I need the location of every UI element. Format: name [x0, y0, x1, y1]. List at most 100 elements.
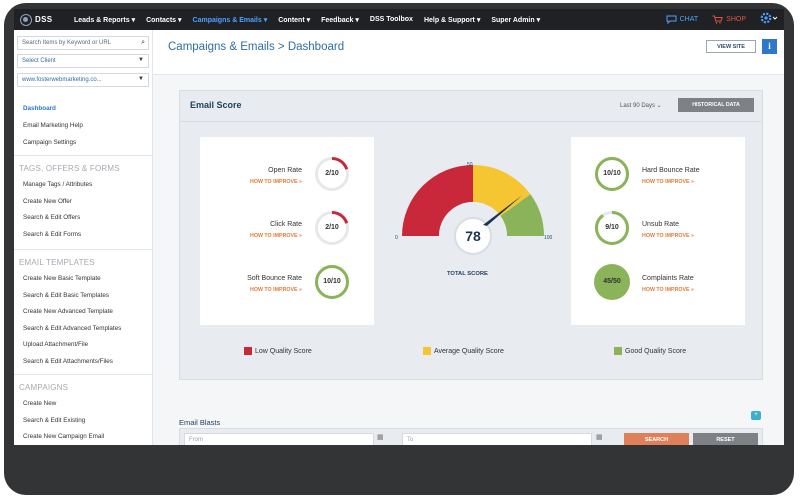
site-select[interactable]: www.fosterwebmarketing.co... ▼	[17, 73, 149, 87]
navbar-right: CHAT SHOP	[666, 9, 778, 30]
sidebar-link[interactable]: Create New Advanced Template	[23, 308, 113, 315]
nav-item[interactable]: Campaigns & Emails ▾	[192, 16, 268, 24]
score-ring-graphic	[595, 157, 629, 191]
sidebar-link[interactable]: Manage Tags / Attributes	[23, 181, 93, 188]
sidebar: Search Items by Keyword or URL ⌕ Select …	[14, 30, 153, 445]
metric-label: Open Rate	[268, 167, 302, 174]
message-icon[interactable]: +	[751, 411, 761, 420]
email-blasts-title: Email Blasts	[179, 418, 221, 427]
main-content: Campaigns & Emails > Dashboard VIEW SITE…	[153, 30, 784, 445]
score-ring-graphic	[594, 264, 630, 300]
score-value: 2/10	[325, 224, 339, 231]
score-value: 9/10	[605, 224, 619, 231]
date-range-select[interactable]: Last 90 Days ⌄	[620, 103, 662, 109]
sidebar-link[interactable]: Create New Offer	[23, 197, 72, 205]
dss-logo[interactable]: DSS	[20, 12, 60, 27]
screen: DSS Leads & Reports ▾ Contacts ▾ Campaigns…	[14, 9, 784, 445]
sidebar-link[interactable]: Search & Edit Attachments/Files	[23, 357, 113, 365]
score-ring-graphic	[315, 211, 349, 245]
to-date-input[interactable]: To	[402, 433, 592, 445]
sidebar-link[interactable]: Search & Edit Basic Templates	[23, 291, 109, 299]
sidebar-divider	[14, 155, 152, 156]
sidebar-link[interactable]: Search & Edit Advanced Templates	[23, 324, 122, 332]
legend-label-low: Low Quality Score	[255, 347, 312, 355]
sidebar-search-input[interactable]: Search Items by Keyword or URL ⌕	[17, 36, 149, 50]
gauge-good-segment	[500, 194, 544, 236]
gauge-average-segment	[473, 165, 531, 217]
from-date-input[interactable]: From	[184, 433, 374, 445]
sidebar-link[interactable]: Search & Edit Forms	[23, 230, 82, 238]
view-site-button[interactable]: VIEW SITE	[706, 40, 756, 53]
email-score-title: Email Score	[190, 100, 242, 110]
shop-link[interactable]: SHOP	[712, 15, 746, 24]
logo-text: DSS	[35, 15, 53, 24]
calendar-icon[interactable]: ▦	[596, 434, 603, 441]
legend-swatch-average	[423, 347, 431, 355]
to-placeholder: To	[407, 437, 414, 443]
chat-icon	[666, 15, 677, 24]
right-metrics-panel: 10/10 Hard Bounce Rate HOW TO IMPROVE » 9/1…	[571, 137, 745, 325]
legend-low: Low Quality Score	[244, 347, 312, 355]
score-ring-fill	[315, 211, 349, 245]
nav-item[interactable]: Help & Support ▾	[423, 16, 481, 24]
score-ring-graphic	[595, 211, 629, 245]
nav-item[interactable]: Content ▾	[278, 16, 311, 24]
total-score-value: 78	[465, 228, 481, 244]
page-title: Campaigns & Emails > Dashboard	[168, 41, 345, 53]
nav-item[interactable]: DSS Toolbox	[369, 16, 413, 23]
chat-label: CHAT	[679, 16, 699, 23]
how-to-improve-link[interactable]: HOW TO IMPROVE »	[642, 287, 694, 293]
score-ring: 45/50	[593, 263, 631, 301]
sidebar-divider	[14, 374, 152, 375]
from-placeholder: From	[189, 437, 203, 443]
search-icon[interactable]: ⌕	[141, 39, 145, 46]
sidebar-link[interactable]: Search & Edit Offers	[23, 214, 81, 221]
how-to-improve-link[interactable]: HOW TO IMPROVE »	[642, 179, 694, 185]
metric-label: Complaints Rate	[642, 275, 694, 282]
chat-link[interactable]: CHAT	[666, 15, 699, 24]
left-metrics-panel: 2/10 Open Rate HOW TO IMPROVE » 2/10 Click R…	[200, 137, 374, 325]
score-ring: 10/10	[313, 263, 351, 301]
client-select[interactable]: Select Client ▼	[17, 54, 149, 68]
sidebar-link[interactable]: Create New Basic Template	[23, 275, 101, 282]
gauge-low-segment	[402, 165, 473, 236]
sidebar-divider	[14, 249, 152, 250]
info-button[interactable]: i	[762, 39, 777, 54]
legend-good: Good Quality Score	[614, 347, 686, 355]
legend-swatch-good	[614, 347, 622, 355]
sidebar-link[interactable]: Create New Campaign Email	[23, 433, 105, 440]
sidebar-link[interactable]: Email Marketing Help	[23, 122, 83, 129]
nav-item[interactable]: Super Admin ▾	[491, 16, 541, 24]
how-to-improve-link[interactable]: HOW TO IMPROVE »	[250, 233, 302, 239]
historical-data-button[interactable]: HISTORICAL DATA	[678, 98, 754, 112]
main-menu: Leads & Reports ▾ Contacts ▾ Campaigns & E…	[74, 9, 551, 30]
metric-label: Click Rate	[270, 221, 302, 228]
sidebar-link[interactable]: Search & Edit Existing	[23, 416, 86, 424]
how-to-improve-link[interactable]: HOW TO IMPROVE »	[642, 233, 694, 239]
nav-item[interactable]: Feedback ▾	[321, 16, 359, 24]
how-to-improve-link[interactable]: HOW TO IMPROVE »	[250, 287, 302, 293]
sidebar-link[interactable]: Campaign Settings	[23, 139, 77, 146]
legend-label-average: Average Quality Score	[434, 347, 504, 355]
client-select-value: Select Client	[22, 58, 56, 64]
page-header: Campaigns & Emails > Dashboard VIEW SITE…	[153, 30, 784, 75]
score-value: 45/50	[603, 278, 621, 285]
nav-item[interactable]: Contacts ▾	[146, 16, 182, 24]
nav-item[interactable]: Leads & Reports ▾	[74, 16, 136, 24]
metric-label: Hard Bounce Rate	[642, 167, 700, 174]
settings-menu[interactable]	[760, 12, 778, 27]
shop-label: SHOP	[726, 16, 746, 23]
gauge-mid-label: 50	[467, 162, 473, 168]
chevron-down-icon: ▼	[138, 57, 144, 63]
reset-button[interactable]: RESET	[693, 433, 758, 445]
gauge-needle	[483, 195, 523, 227]
sidebar-link[interactable]: Upload Attachment/File	[23, 341, 89, 348]
sidebar-link[interactable]: Dashboard	[23, 105, 56, 112]
gear-icon	[760, 12, 778, 24]
how-to-improve-link[interactable]: HOW TO IMPROVE »	[250, 179, 302, 185]
calendar-icon[interactable]: ▦	[377, 434, 384, 441]
search-button[interactable]: SEARCH	[624, 433, 689, 445]
sidebar-link[interactable]: Create New	[23, 400, 57, 407]
gauge-hub-face	[458, 221, 488, 251]
score-ring-fill	[595, 157, 629, 191]
